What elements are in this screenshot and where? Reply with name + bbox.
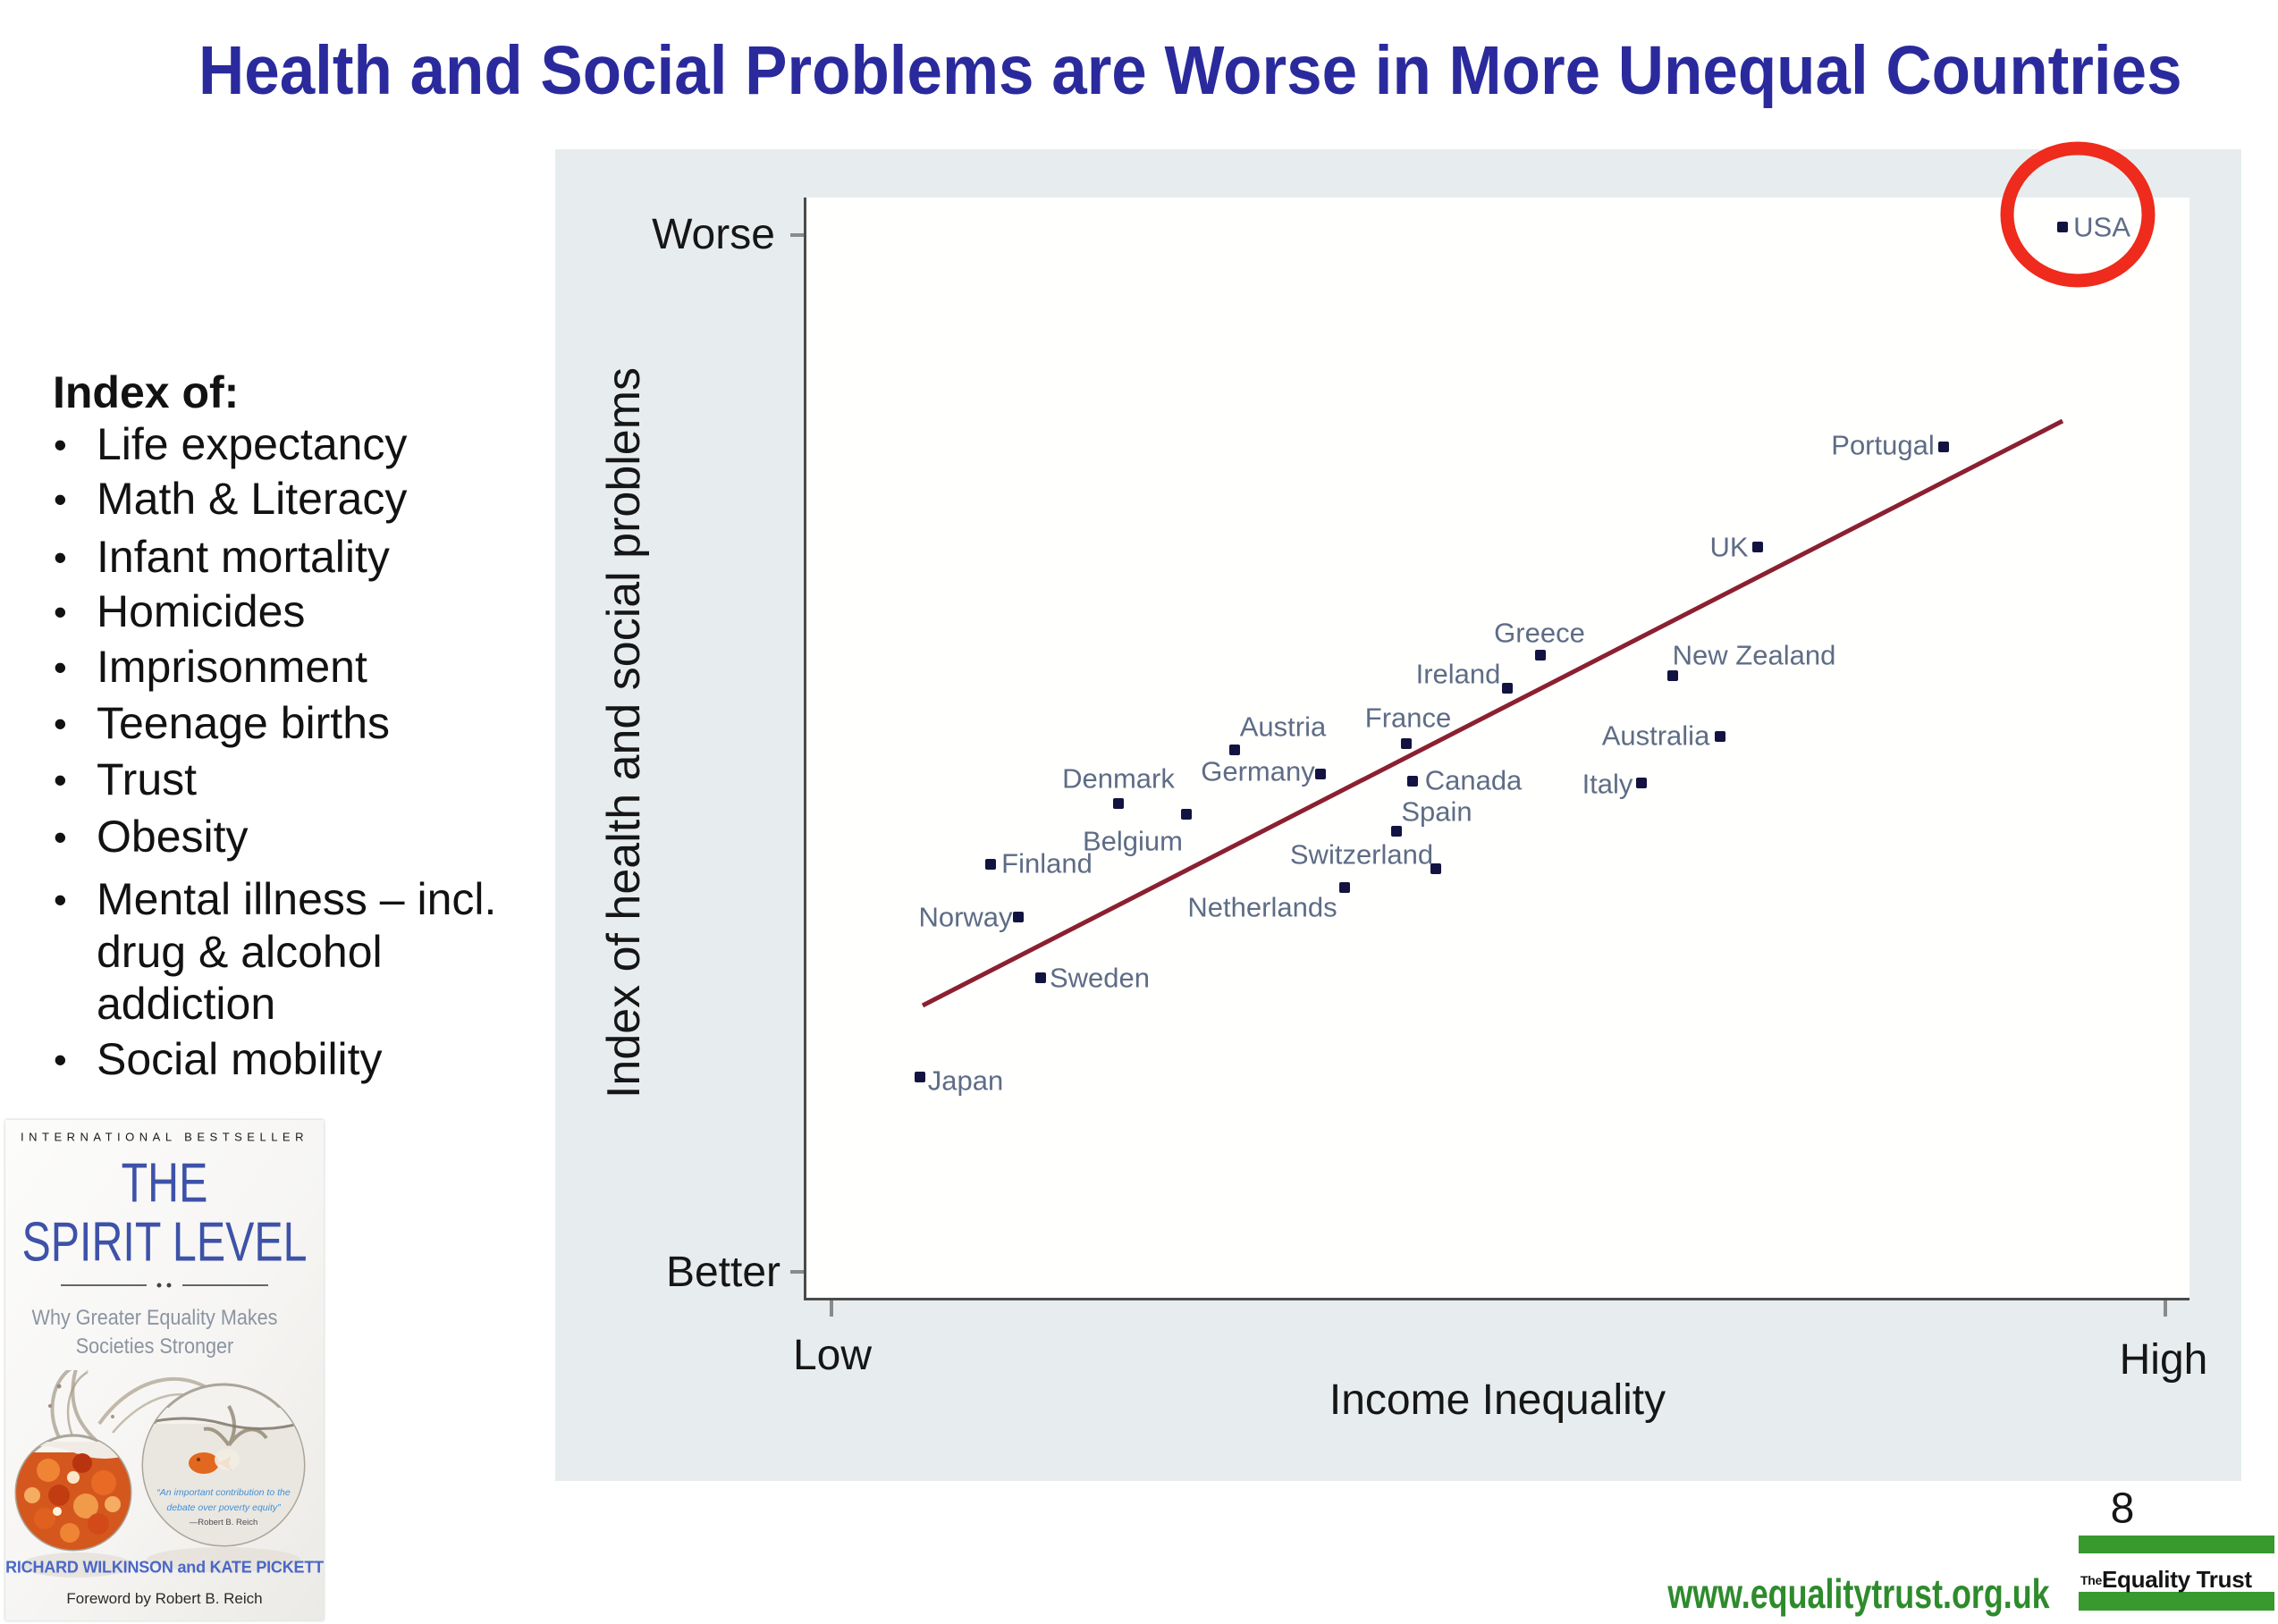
- svg-text:debate over poverty equity”: debate over poverty equity”: [166, 1502, 281, 1513]
- svg-text:—Robert B. Reich: —Robert B. Reich: [190, 1518, 258, 1527]
- svg-text:“An important contribution to: “An important contribution to the: [156, 1487, 291, 1498]
